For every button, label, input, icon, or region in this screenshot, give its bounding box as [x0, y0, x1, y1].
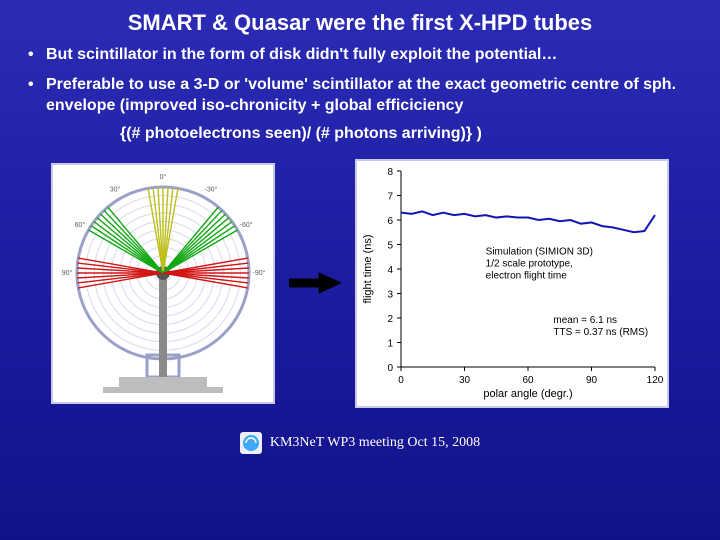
slide-footer: KM3NeT WP3 meeting Oct 15, 2008: [0, 432, 720, 454]
bullet-item: Preferable to use a 3-D or 'volume' scin…: [28, 74, 692, 117]
figure-row: 90° 60° 30° 0° -30° -60° -90° 0 1 2 3 4 5 6 7 8 0 30 60 90…: [0, 159, 720, 408]
svg-text:7: 7: [387, 191, 393, 202]
svg-text:60: 60: [522, 375, 534, 386]
svg-text:90: 90: [586, 375, 598, 386]
svg-text:120: 120: [647, 375, 664, 386]
detector-diagram: 90° 60° 30° 0° -30° -60° -90°: [51, 163, 275, 404]
bullet-list: But scintillator in the form of disk did…: [28, 44, 692, 117]
svg-text:-60°: -60°: [240, 221, 253, 229]
svg-text:3: 3: [387, 289, 393, 300]
bullet-subline: {(# photoelectrons seen)/ (# photons arr…: [120, 125, 720, 143]
svg-text:electron flight time: electron flight time: [486, 270, 568, 281]
svg-text:1: 1: [387, 338, 393, 349]
flight-time-chart: 0 1 2 3 4 5 6 7 8 0 30 60 90 120 polar angle (degr.) fl…: [355, 159, 669, 408]
svg-text:1/2 scale prototype,: 1/2 scale prototype,: [486, 258, 573, 269]
svg-text:8: 8: [387, 167, 393, 178]
svg-text:-90°: -90°: [253, 269, 266, 277]
svg-text:5: 5: [387, 240, 393, 251]
svg-text:30: 30: [459, 375, 471, 386]
svg-text:6: 6: [387, 216, 393, 227]
svg-text:0: 0: [398, 375, 404, 386]
svg-text:mean = 6.1 ns: mean = 6.1 ns: [553, 315, 617, 326]
svg-text:-30°: -30°: [205, 185, 218, 193]
svg-text:30°: 30°: [110, 185, 121, 193]
svg-text:4: 4: [387, 265, 393, 276]
svg-text:polar angle (degr.): polar angle (degr.): [483, 388, 572, 400]
svg-text:2: 2: [387, 314, 393, 325]
svg-text:Simulation (SIMION 3D): Simulation (SIMION 3D): [486, 246, 593, 257]
svg-text:0°: 0°: [160, 173, 167, 181]
svg-text:TTS = 0.37 ns (RMS): TTS = 0.37 ns (RMS): [553, 327, 648, 338]
arrow-icon: [289, 271, 341, 295]
svg-text:flight time (ns): flight time (ns): [362, 234, 374, 303]
logo-icon: [240, 432, 262, 454]
svg-text:90°: 90°: [62, 269, 73, 277]
bullet-item: But scintillator in the form of disk did…: [28, 44, 692, 66]
svg-text:60°: 60°: [75, 221, 86, 229]
slide-title: SMART & Quasar were the first X-HPD tube…: [0, 0, 720, 36]
svg-text:0: 0: [387, 363, 393, 374]
footer-text: KM3NeT WP3 meeting Oct 15, 2008: [270, 435, 480, 451]
